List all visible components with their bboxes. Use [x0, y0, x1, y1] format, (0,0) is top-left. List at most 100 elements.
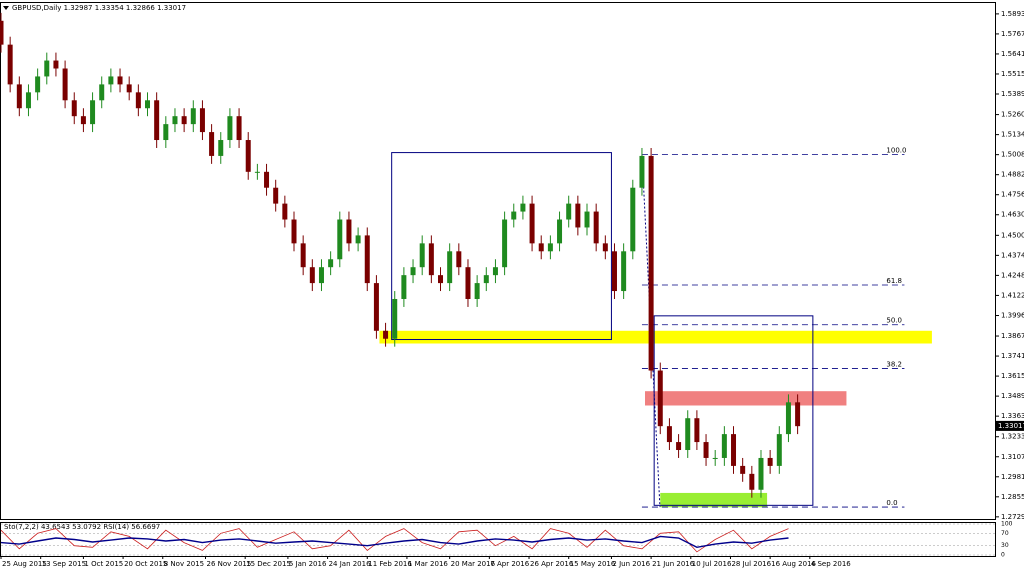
y-tick-label: 1.34890	[1001, 392, 1024, 400]
candle-body	[346, 219, 352, 244]
candle-body	[16, 84, 22, 109]
y-tick-label: 1.33630	[1001, 412, 1024, 420]
candle-body	[44, 60, 50, 77]
candle-body	[749, 473, 755, 490]
candle-body	[236, 116, 242, 141]
y-tick-label: 1.28555	[1001, 493, 1024, 501]
candle-body	[364, 235, 370, 284]
x-tick-label: 24 Jan 2016	[329, 560, 372, 568]
indicator-label: Sto(7,2,2) 43.6543 53.0792 RSI(14) 56.66…	[4, 523, 160, 531]
candle-body	[666, 426, 672, 443]
y-tick-label: 1.45005	[1001, 231, 1024, 239]
candle-body	[90, 100, 96, 125]
y-tick-label: 1.48820	[1001, 171, 1024, 179]
candle-body	[483, 275, 489, 284]
x-tick-label: 16 Aug 2016	[771, 560, 816, 568]
candle-body	[318, 267, 324, 284]
candle-body	[547, 243, 553, 252]
candle-body	[694, 418, 700, 443]
candle-body	[373, 283, 379, 331]
fib-label: 38.2	[886, 360, 902, 368]
y-tick-label: 1.38670	[1001, 332, 1024, 340]
y-tick-label: 1.53895	[1001, 90, 1024, 98]
x-tick-label: 1 Mar 2016	[408, 560, 448, 568]
last-price-label: 1.33017	[998, 422, 1024, 430]
candle-body	[108, 76, 114, 85]
candle-body	[465, 267, 471, 299]
fib-label: 100.0	[886, 147, 906, 155]
candle-body	[758, 457, 764, 490]
candle-body	[0, 20, 4, 45]
candle-body	[447, 251, 453, 284]
x-tick-label: 21 Jun 2016	[652, 560, 695, 568]
chart-title: GBPUSD,Daily 1.32987 1.33354 1.32866 1.3…	[12, 4, 186, 12]
y-tick-label: 1.29815	[1001, 473, 1024, 481]
candle-body	[300, 243, 306, 268]
candle-body	[785, 402, 791, 435]
candle-body	[593, 211, 599, 244]
candle-body	[721, 434, 727, 458]
indicator-tick-label: 100	[1001, 521, 1013, 528]
candle-body	[181, 116, 187, 125]
zone	[379, 330, 932, 344]
menu-triangle	[3, 6, 9, 10]
fib-label: 61.8	[886, 277, 902, 285]
y-tick-label: 1.27295	[1001, 513, 1024, 521]
candle-body	[419, 243, 425, 268]
x-tick-label: 25 Aug 2015	[2, 560, 47, 568]
indicator-frame	[0, 522, 996, 557]
fib-label: 0.0	[886, 499, 897, 507]
candle-body	[428, 243, 434, 276]
y-tick-label: 1.39960	[1001, 312, 1024, 320]
candle-body	[25, 92, 31, 109]
candle-body	[740, 465, 746, 474]
candle-body	[337, 219, 343, 260]
candle-body	[731, 434, 737, 466]
x-tick-label: 26 Nov 2015	[206, 560, 251, 568]
x-tick-label: 15 Dec 2015	[246, 560, 291, 568]
candle-body	[795, 402, 801, 427]
candle-body	[245, 140, 251, 172]
y-tick-label: 1.41225	[1001, 291, 1024, 299]
x-tick-label: 26 Apr 2016	[530, 560, 574, 568]
candle-body	[53, 60, 59, 69]
candle-body	[35, 76, 41, 93]
y-tick-label: 1.36150	[1001, 372, 1024, 380]
candle-body	[438, 275, 444, 284]
candle-body	[776, 434, 782, 466]
x-tick-label: 4 Sep 2016	[811, 560, 851, 568]
x-tick-label: 8 Nov 2015	[164, 560, 204, 568]
y-tick-label: 1.58935	[1001, 10, 1024, 18]
y-tick-label: 1.43745	[1001, 251, 1024, 259]
y-tick-label: 1.32335	[1001, 433, 1024, 441]
y-tick-label: 1.37410	[1001, 352, 1024, 360]
fib-label: 50.0	[886, 317, 902, 325]
candle-body	[611, 251, 617, 292]
y-tick-label: 1.55155	[1001, 70, 1024, 78]
zone	[645, 391, 847, 406]
candle-body	[492, 267, 498, 276]
candle-body	[685, 418, 691, 451]
indicator-tick-label: 0	[1001, 552, 1005, 559]
candle-body	[648, 155, 654, 371]
x-tick-label: 15 May 2016	[570, 560, 616, 568]
candle-body	[529, 203, 535, 244]
candle-body	[566, 203, 572, 220]
candle-body	[209, 132, 215, 156]
indicator-tick-label: 70	[1001, 530, 1009, 537]
x-tick-label: 7 Apr 2016	[490, 560, 529, 568]
candle-body	[383, 330, 389, 339]
x-tick-label: 11 Feb 2016	[368, 560, 412, 568]
x-tick-label: 2 Jun 2016	[612, 560, 650, 568]
candle-body	[557, 219, 563, 244]
x-tick-label: 20 Mar 2016	[451, 560, 496, 568]
candle-body	[584, 211, 590, 228]
main-frame	[0, 2, 996, 520]
candle-body	[80, 116, 86, 125]
candle-body	[227, 116, 233, 141]
candle-body	[126, 84, 132, 93]
candle-body	[355, 235, 361, 244]
candle-body	[62, 68, 68, 101]
